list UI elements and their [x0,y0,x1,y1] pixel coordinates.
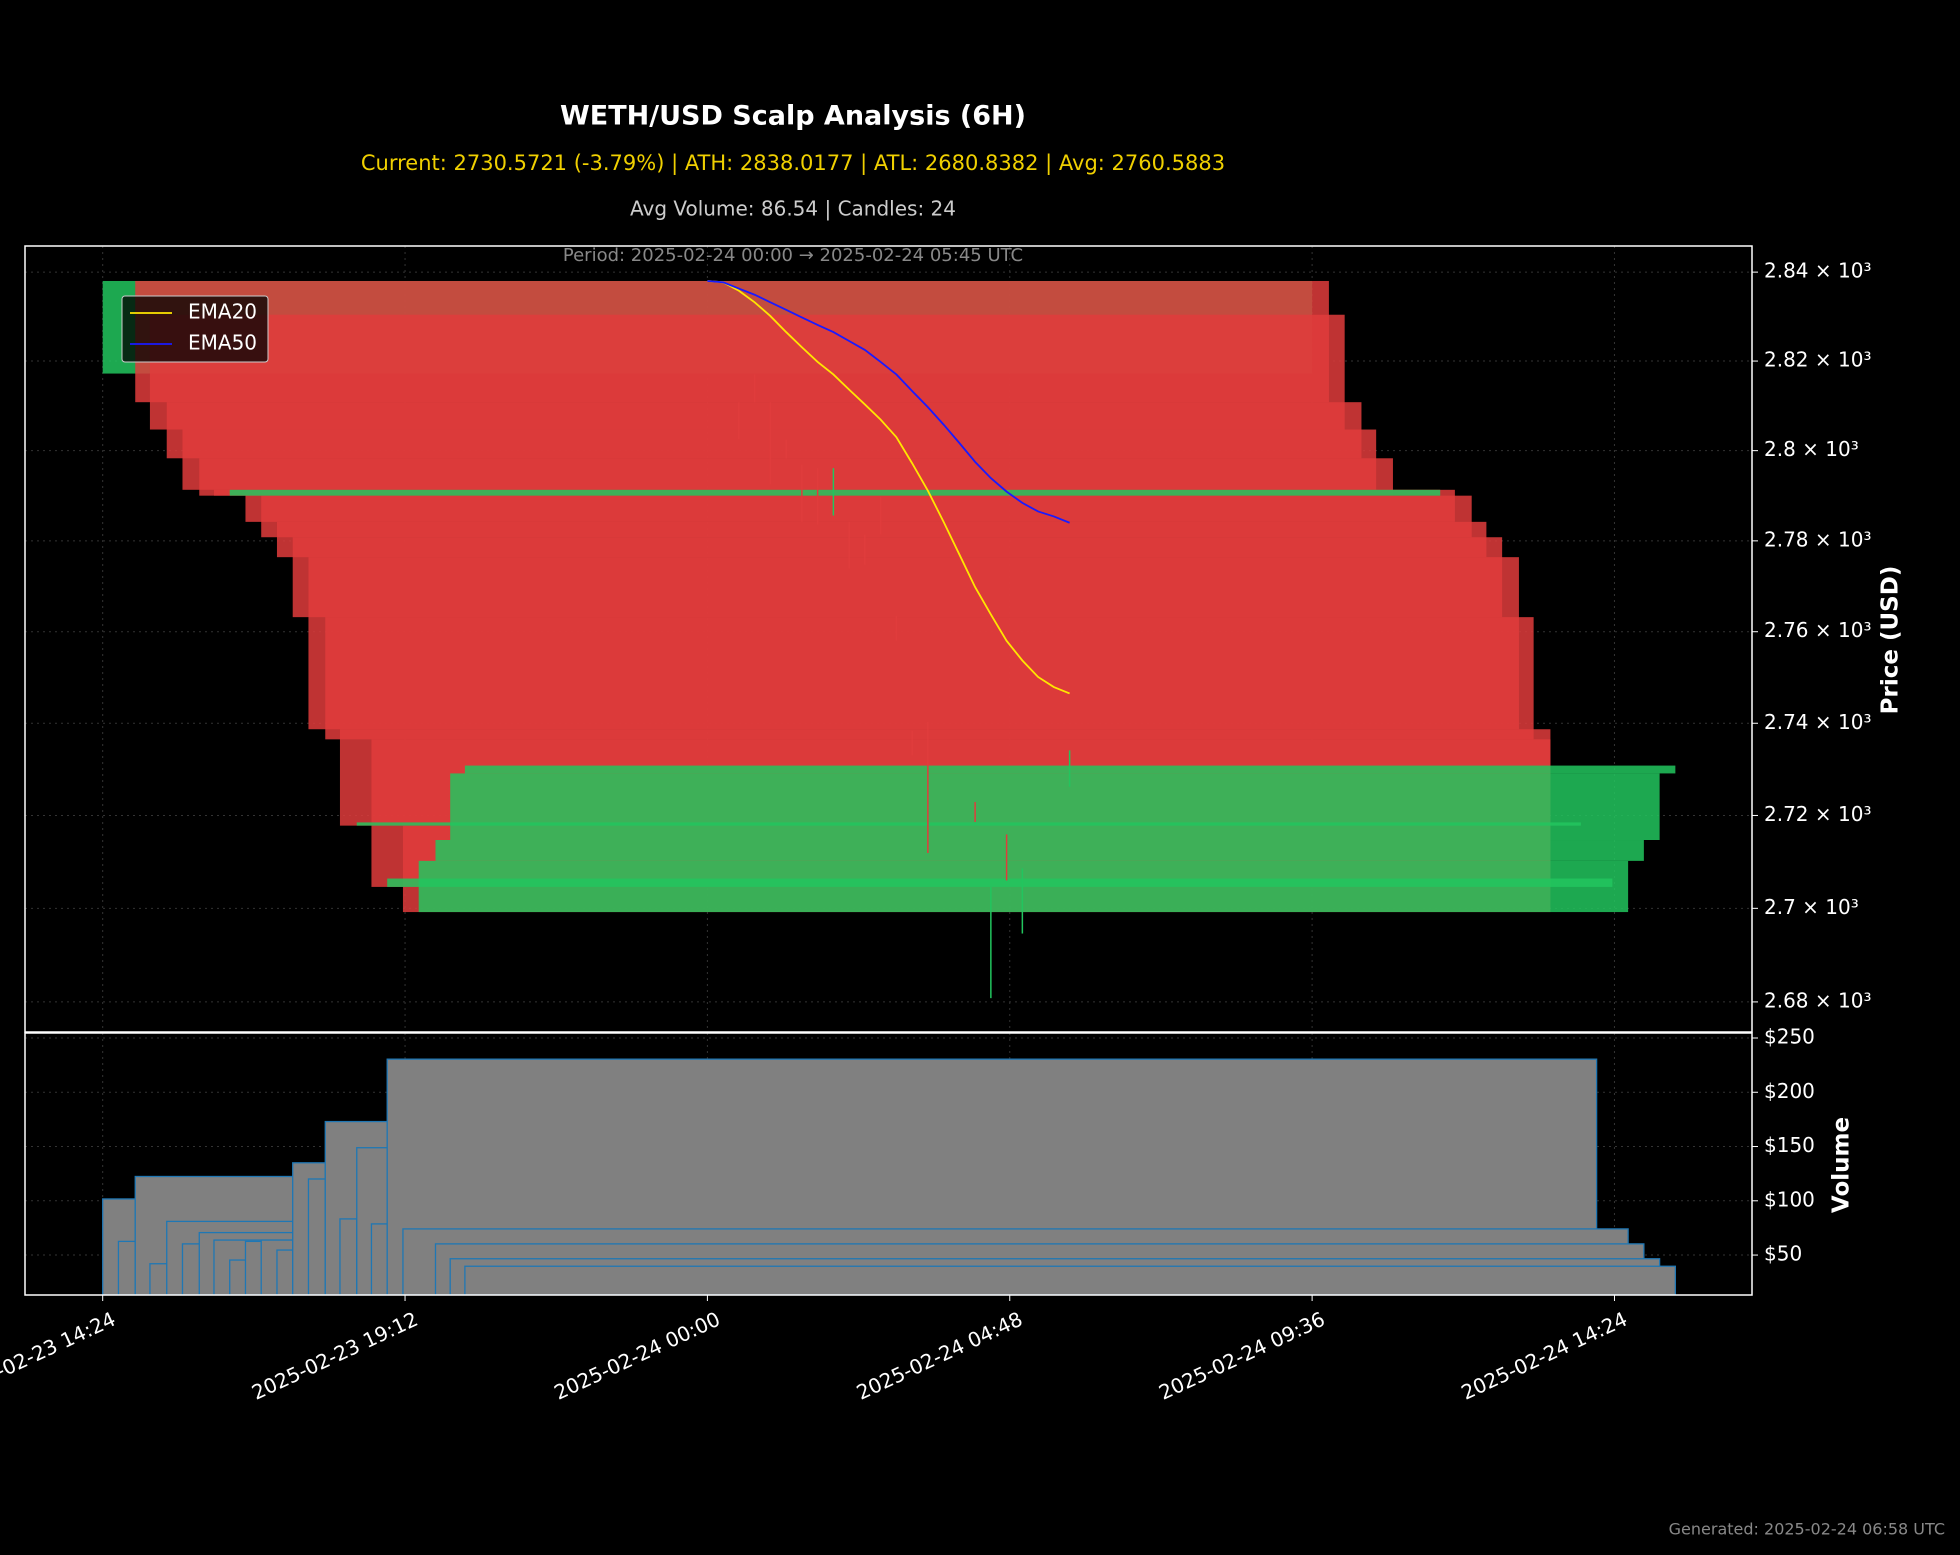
volume-bar [307,1178,326,1295]
chart-title: WETH/USD Scalp Analysis (6H) [560,101,1026,132]
candle-body [418,860,1629,913]
volume-bar [370,1223,388,1295]
candle-body [450,773,1660,841]
y-tick-label: 2.76 × 10³ [1764,618,1871,642]
x-tick-label: 2025-02-23 19:12 [248,1307,421,1405]
volume-bar [276,1249,294,1295]
x-tick-label: 2025-02-24 14:24 [1457,1307,1630,1405]
info: Avg Volume: 86.54 | Candles: 24 [630,197,956,221]
x-tick-label: 2025-02-24 04:48 [853,1307,1026,1405]
price-plot [102,280,1676,999]
y-tick-label: 2.78 × 10³ [1764,527,1871,551]
y-tick-label: 2.68 × 10³ [1764,988,1871,1012]
y-tick-label: 2.84 × 10³ [1764,259,1871,283]
y-tick-label: $150 [1764,1133,1815,1157]
volume-bar [117,1240,136,1295]
x-tick-label: 2025-02-23 14:24 [0,1307,119,1405]
candle-body [199,458,1393,496]
period: Period: 2025-02-24 00:00 → 2025-02-24 05… [563,245,1023,266]
y-tick-label: $250 [1764,1024,1815,1048]
y-tick-label: $200 [1764,1079,1815,1103]
y-tick-label: 2.82 × 10³ [1764,348,1871,372]
ema-line [707,280,1070,524]
y-tick-label: $100 [1764,1187,1815,1211]
x-tick-label: 2025-02-24 00:00 [550,1307,723,1405]
candle-body [229,489,1441,496]
volume-axis-label: Volume [1829,1117,1855,1213]
ema-line [707,280,1070,695]
candle-body [325,617,1534,740]
legend-label: EMA50 [188,331,257,355]
footer: Generated: 2025-02-24 06:58 UTC [1669,1520,1945,1539]
volume-frame [24,1032,1753,1296]
y-tick-label: 2.74 × 10³ [1764,710,1871,734]
x-tick-label: 2025-02-24 09:36 [1155,1307,1328,1405]
volume-bar [339,1218,358,1295]
subtitle: Current: 2730.5721 (-3.79%) | ATH: 2838.… [361,151,1225,176]
legend-label: EMA20 [188,300,257,324]
volume-plot [102,1058,1677,1295]
y-tick-label: $50 [1764,1242,1802,1266]
y-tick-label: 2.72 × 10³ [1764,802,1871,826]
price-frame [24,245,1753,1033]
y-tick-label: 2.7 × 10³ [1764,895,1859,919]
candle-body [435,840,1644,861]
volume-bar [464,1265,1677,1295]
y-tick-label: 2.8 × 10³ [1764,437,1859,461]
y-axis-label: Price (USD) [1878,566,1904,715]
